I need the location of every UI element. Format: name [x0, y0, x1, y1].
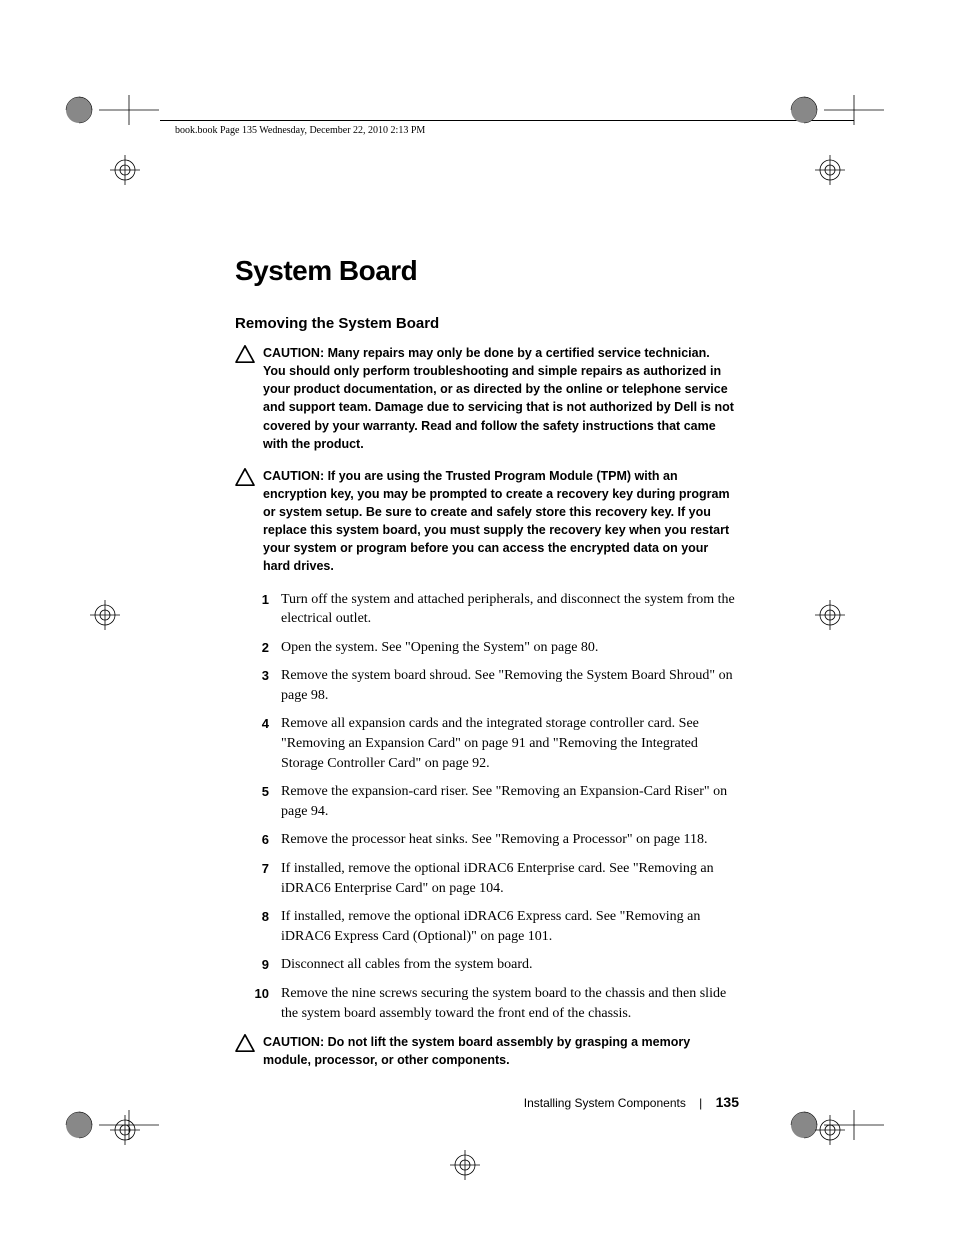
section-heading: Removing the System Board: [235, 315, 735, 332]
footer-separator: |: [699, 1096, 702, 1110]
step-number: 1: [235, 590, 281, 609]
list-item: 7If installed, remove the optional iDRAC…: [235, 859, 735, 898]
caution-block: CAUTION: Many repairs may only be done b…: [235, 344, 735, 453]
running-head: book.book Page 135 Wednesday, December 2…: [175, 125, 425, 136]
step-text: Disconnect all cables from the system bo…: [281, 955, 735, 975]
step-text: If installed, remove the optional iDRAC6…: [281, 907, 735, 946]
list-item: 6Remove the processor heat sinks. See "R…: [235, 830, 735, 850]
caution-icon: [235, 467, 263, 491]
caution-block: CAUTION: If you are using the Trusted Pr…: [235, 467, 735, 576]
step-number: 8: [235, 907, 281, 926]
step-text: Remove the system board shroud. See "Rem…: [281, 666, 735, 705]
list-item: 8If installed, remove the optional iDRAC…: [235, 907, 735, 946]
step-text: Open the system. See "Opening the System…: [281, 638, 735, 658]
step-text: Turn off the system and attached periphe…: [281, 590, 735, 629]
step-number: 9: [235, 955, 281, 974]
footer-section: Installing System Components: [524, 1096, 686, 1110]
step-text: Remove the processor heat sinks. See "Re…: [281, 830, 735, 850]
caution-label: CAUTION:: [263, 1035, 324, 1049]
reg-mark: [815, 1115, 845, 1145]
step-text: Remove all expansion cards and the integ…: [281, 714, 735, 773]
reg-mark: [815, 155, 845, 185]
footer-page-number: 135: [716, 1094, 739, 1110]
list-item: 9Disconnect all cables from the system b…: [235, 955, 735, 975]
list-item: 5Remove the expansion-card riser. See "R…: [235, 782, 735, 821]
step-list: 1Turn off the system and attached periph…: [235, 590, 735, 1024]
step-number: 5: [235, 782, 281, 801]
caution-block: CAUTION: Do not lift the system board as…: [235, 1033, 735, 1069]
list-item: 1Turn off the system and attached periph…: [235, 590, 735, 629]
page-footer: Installing System Components | 135: [524, 1094, 739, 1110]
caution-body: Do not lift the system board assembly by…: [263, 1035, 690, 1067]
corner-sphere-mark: [790, 1110, 884, 1140]
caution-icon: [235, 1033, 263, 1057]
caution-text: CAUTION: If you are using the Trusted Pr…: [263, 467, 735, 576]
step-number: 2: [235, 638, 281, 657]
caution-label: CAUTION:: [263, 346, 324, 360]
caution-text: CAUTION: Many repairs may only be done b…: [263, 344, 735, 453]
step-number: 3: [235, 666, 281, 685]
corner-sphere-mark: [65, 1110, 159, 1140]
side-mark: [815, 600, 845, 630]
step-number: 7: [235, 859, 281, 878]
step-number: 6: [235, 830, 281, 849]
corner-sphere-mark: [65, 95, 159, 125]
step-text: Remove the nine screws securing the syst…: [281, 984, 735, 1023]
side-mark: [90, 600, 120, 630]
list-item: 3Remove the system board shroud. See "Re…: [235, 666, 735, 705]
side-mark: [450, 1150, 480, 1180]
list-item: 10Remove the nine screws securing the sy…: [235, 984, 735, 1023]
list-item: 4Remove all expansion cards and the inte…: [235, 714, 735, 773]
page-title: System Board: [235, 255, 735, 287]
step-number: 4: [235, 714, 281, 733]
step-text: Remove the expansion-card riser. See "Re…: [281, 782, 735, 821]
caution-icon: [235, 344, 263, 368]
header-rule: [160, 120, 854, 121]
reg-mark: [110, 155, 140, 185]
step-text: If installed, remove the optional iDRAC6…: [281, 859, 735, 898]
caution-body: If you are using the Trusted Program Mod…: [263, 469, 730, 574]
page-content: System Board Removing the System Board C…: [235, 255, 735, 1083]
reg-mark: [110, 1115, 140, 1145]
caution-label: CAUTION:: [263, 469, 324, 483]
caution-body: Many repairs may only be done by a certi…: [263, 346, 734, 451]
caution-text: CAUTION: Do not lift the system board as…: [263, 1033, 735, 1069]
list-item: 2Open the system. See "Opening the Syste…: [235, 638, 735, 658]
step-number: 10: [235, 984, 281, 1003]
